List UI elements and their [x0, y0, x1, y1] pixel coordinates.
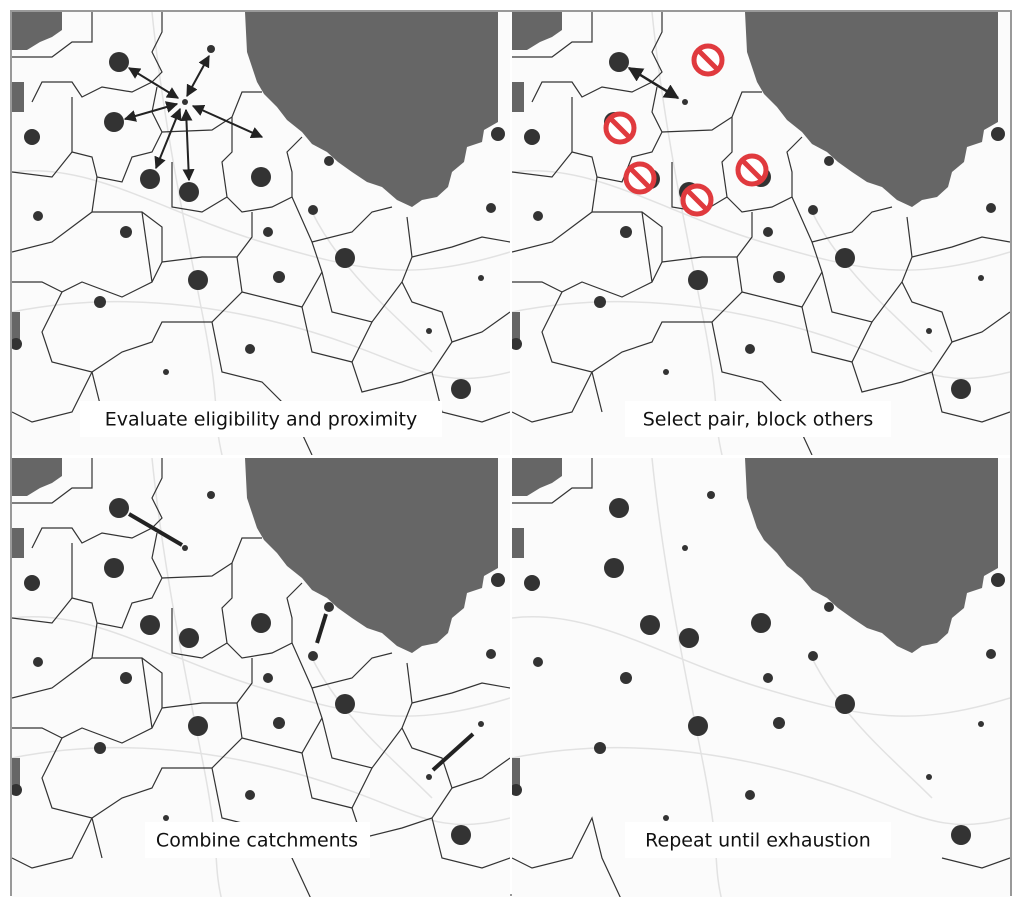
caption: Combine catchments: [156, 830, 358, 852]
caption-box: [625, 822, 891, 858]
caption-box: [625, 401, 891, 437]
panel: Repeat until exhaustion: [512, 458, 1010, 897]
caption-box: [145, 822, 370, 858]
frame: [10, 10, 1012, 896]
outer-border: [512, 458, 593, 504]
blocked-icon: [683, 186, 711, 214]
blocked-icon: [694, 46, 722, 74]
outer-border: [941, 857, 1010, 869]
panel: Combine catchments: [12, 458, 510, 897]
caption: Repeat until exhaustion: [645, 830, 871, 852]
panel: Select pair, block others: [512, 12, 1010, 455]
blocked-icon: [626, 164, 654, 192]
caption: Select pair, block others: [643, 409, 874, 431]
blocked-icon: [606, 114, 634, 142]
blocked-icon: [738, 156, 766, 184]
panel: Evaluate eligibility and proximity: [12, 12, 510, 455]
outer-border: [512, 816, 621, 897]
caption: Evaluate eligibility and proximity: [105, 409, 418, 431]
map: [12, 12, 510, 455]
proximity-arrows: [123, 54, 264, 182]
merge-lines: [127, 512, 475, 772]
map: [512, 12, 1010, 455]
caption-box: [80, 401, 442, 437]
selected-pair-arrow: [627, 66, 680, 100]
